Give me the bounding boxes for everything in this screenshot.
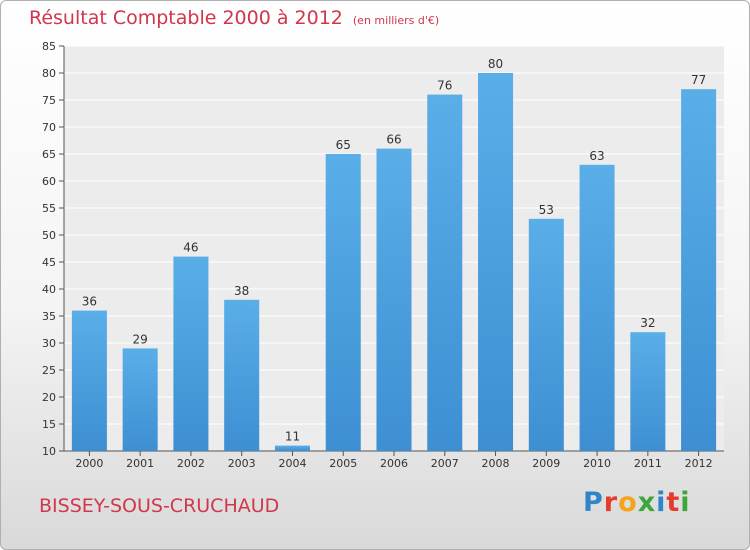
- logo-letter: i: [680, 487, 691, 518]
- y-tick-label: 80: [42, 67, 56, 80]
- data-label: 66: [386, 133, 401, 147]
- logo-letter: t: [666, 487, 681, 518]
- data-label: 77: [691, 73, 706, 87]
- bar: [376, 148, 412, 451]
- x-tick-label: 2007: [431, 457, 459, 470]
- bar: [630, 332, 666, 451]
- y-tick-label: 75: [42, 94, 56, 107]
- y-tick-label: 10: [42, 445, 56, 458]
- x-tick-label: 2005: [329, 457, 357, 470]
- x-tick-label: 2002: [177, 457, 205, 470]
- chart-subtitle: (en milliers d'€): [352, 14, 440, 27]
- x-tick-label: 2003: [228, 457, 256, 470]
- y-tick-label: 85: [42, 40, 56, 53]
- bar: [427, 94, 463, 451]
- x-tick-label: 2008: [482, 457, 510, 470]
- data-label: 53: [539, 203, 554, 217]
- bar: [681, 89, 717, 451]
- x-tick-label: 2010: [583, 457, 611, 470]
- bar: [71, 310, 107, 451]
- bar: [224, 299, 260, 451]
- x-tick-label: 2009: [532, 457, 560, 470]
- y-tick-label: 45: [42, 256, 56, 269]
- proxiti-logo: Proxiti: [583, 487, 691, 518]
- y-tick-label: 65: [42, 148, 56, 161]
- y-tick-label: 50: [42, 229, 56, 242]
- data-label: 65: [336, 138, 351, 152]
- place-name: BISSEY-SOUS-CRUCHAUD: [39, 495, 280, 517]
- chart-title: Résultat Comptable 2000 à 2012 (en millie…: [29, 7, 439, 29]
- bar: [528, 218, 564, 451]
- y-tick-label: 25: [42, 364, 56, 377]
- x-tick-label: 2000: [75, 457, 103, 470]
- x-tick-label: 2011: [634, 457, 662, 470]
- y-tick-label: 55: [42, 202, 56, 215]
- bar: [173, 256, 209, 451]
- bar: [325, 154, 361, 451]
- x-tick-label: 2001: [126, 457, 154, 470]
- logo-letter: x: [637, 487, 657, 518]
- logo-letter: o: [618, 487, 638, 518]
- y-tick-label: 20: [42, 391, 56, 404]
- y-tick-label: 35: [42, 310, 56, 323]
- data-label: 46: [183, 241, 198, 255]
- y-tick-label: 40: [42, 283, 56, 296]
- data-label: 80: [488, 57, 503, 71]
- data-label: 29: [133, 332, 148, 346]
- x-tick-label: 2012: [685, 457, 713, 470]
- y-tick-label: 30: [42, 337, 56, 350]
- y-tick-label: 70: [42, 121, 56, 134]
- data-label: 63: [589, 149, 604, 163]
- bar: [579, 164, 615, 452]
- x-tick-label: 2004: [278, 457, 306, 470]
- title-text: Résultat Comptable 2000 à 2012: [29, 7, 343, 29]
- data-label: 36: [82, 295, 97, 309]
- data-label: 76: [437, 79, 452, 93]
- logo-letter: P: [583, 487, 604, 518]
- bar: [274, 445, 310, 451]
- y-tick-label: 60: [42, 175, 56, 188]
- logo-letter: r: [603, 487, 619, 518]
- y-tick-label: 15: [42, 418, 56, 431]
- bar: [478, 73, 514, 451]
- data-label: 32: [640, 316, 655, 330]
- logo-letter: i: [656, 487, 667, 518]
- data-label: 11: [285, 430, 300, 444]
- x-tick-label: 2006: [380, 457, 408, 470]
- data-label: 38: [234, 284, 249, 298]
- bar: [122, 348, 158, 451]
